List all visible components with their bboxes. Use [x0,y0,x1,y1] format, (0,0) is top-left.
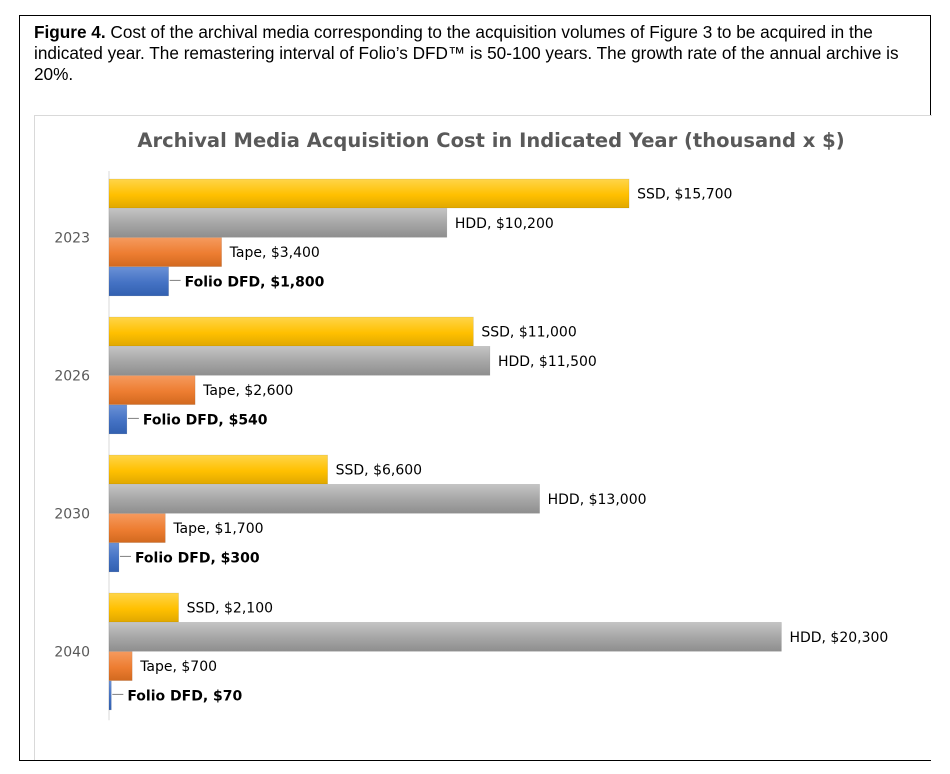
data-label-ssd: SSD, $11,000 [481,325,576,341]
category-tick-label: 2026 [54,369,90,385]
data-label-folio-dfd: Folio DFD, $540 [143,412,268,428]
bar-ssd [108,592,179,623]
data-label-hdd: HDD, $20,300 [789,630,888,646]
bar-folio-dfd [108,266,169,297]
bar-tape [108,375,196,405]
data-label-folio-dfd: Folio DFD, $1,800 [185,274,325,290]
figure-caption-text: Cost of the archival media corresponding… [34,22,899,84]
data-label-folio-dfd: Folio DFD, $70 [127,688,242,704]
bar-hdd [108,483,540,514]
category-tick-label: 2030 [54,507,90,523]
data-label-tape: Tape, $1,700 [172,521,263,537]
category-tick-label: 2040 [54,645,90,661]
bar-ssd [108,178,630,209]
bar-ssd [108,316,474,347]
bar-tape [108,237,222,267]
figure-caption: Figure 4. Cost of the archival media cor… [34,22,914,85]
chart-title: Archival Media Acquisition Cost in Indic… [137,129,844,152]
data-label-tape: Tape, $2,600 [202,383,293,399]
category-tick-label: 2023 [54,231,90,247]
bar-tape [108,513,166,543]
data-label-ssd: SSD, $2,100 [187,601,273,617]
data-label-ssd: SSD, $6,600 [336,463,422,479]
data-label-tape: Tape, $3,400 [229,245,320,261]
bar-folio-dfd [108,542,120,573]
data-label-tape: Tape, $700 [139,659,217,675]
bar-folio-dfd [108,404,128,435]
bar-hdd [108,621,782,652]
data-label-hdd: HDD, $13,000 [548,492,647,508]
data-label-ssd: SSD, $15,700 [637,187,732,203]
figure-label: Figure 4. [34,22,106,42]
data-label-folio-dfd: Folio DFD, $300 [135,550,260,566]
bar-hdd [108,208,448,238]
data-label-hdd: HDD, $10,200 [455,216,554,232]
bar-ssd [108,454,328,485]
bar-folio-dfd [108,680,112,711]
bar-tape [108,651,133,681]
data-label-hdd: HDD, $11,500 [498,354,597,370]
bar-hdd [108,345,491,376]
